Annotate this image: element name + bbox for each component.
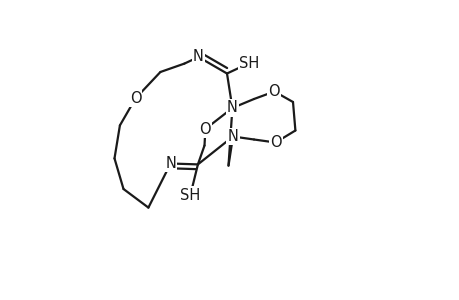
Text: N: N — [193, 50, 203, 64]
Text: SH: SH — [180, 188, 200, 202]
Text: N: N — [227, 129, 238, 144]
Text: O: O — [129, 91, 141, 106]
Text: SH: SH — [239, 56, 259, 70]
Text: N: N — [226, 100, 237, 116]
Text: N: N — [165, 156, 176, 171]
Text: O: O — [269, 135, 281, 150]
Text: O: O — [199, 122, 211, 136]
Text: O: O — [268, 84, 280, 99]
